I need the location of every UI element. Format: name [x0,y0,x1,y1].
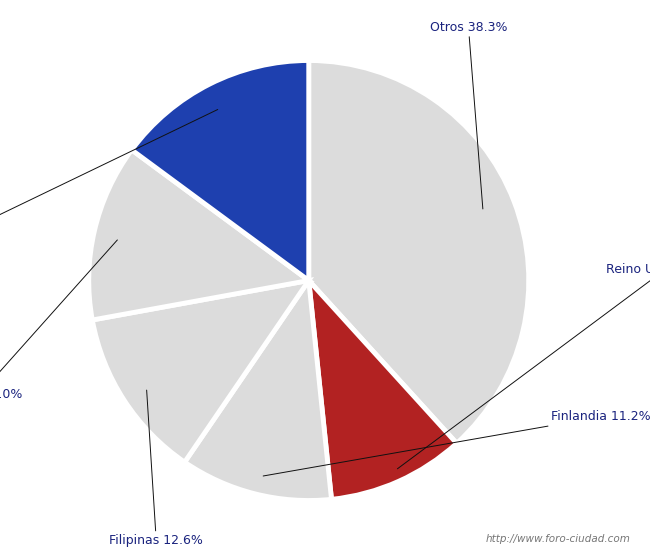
Text: Filipinas 12.6%: Filipinas 12.6% [109,390,203,547]
Wedge shape [92,280,309,462]
Text: Irlanda 13.0%: Irlanda 13.0% [0,240,118,402]
Text: Zierbena - Turistas extranjeros según país - Abril de 2024: Zierbena - Turistas extranjeros según pa… [105,10,545,27]
Wedge shape [132,60,309,280]
Text: http://www.foro-ciudad.com: http://www.foro-ciudad.com [486,535,630,544]
Text: Finlandia 11.2%: Finlandia 11.2% [263,410,650,476]
Wedge shape [309,280,457,499]
Wedge shape [89,150,309,320]
Text: Otros 38.3%: Otros 38.3% [430,21,507,209]
Text: Reino Unido 10.1%: Reino Unido 10.1% [397,263,650,469]
Text: Francia 14.9%: Francia 14.9% [0,109,218,248]
Wedge shape [309,60,528,443]
Wedge shape [185,280,332,500]
